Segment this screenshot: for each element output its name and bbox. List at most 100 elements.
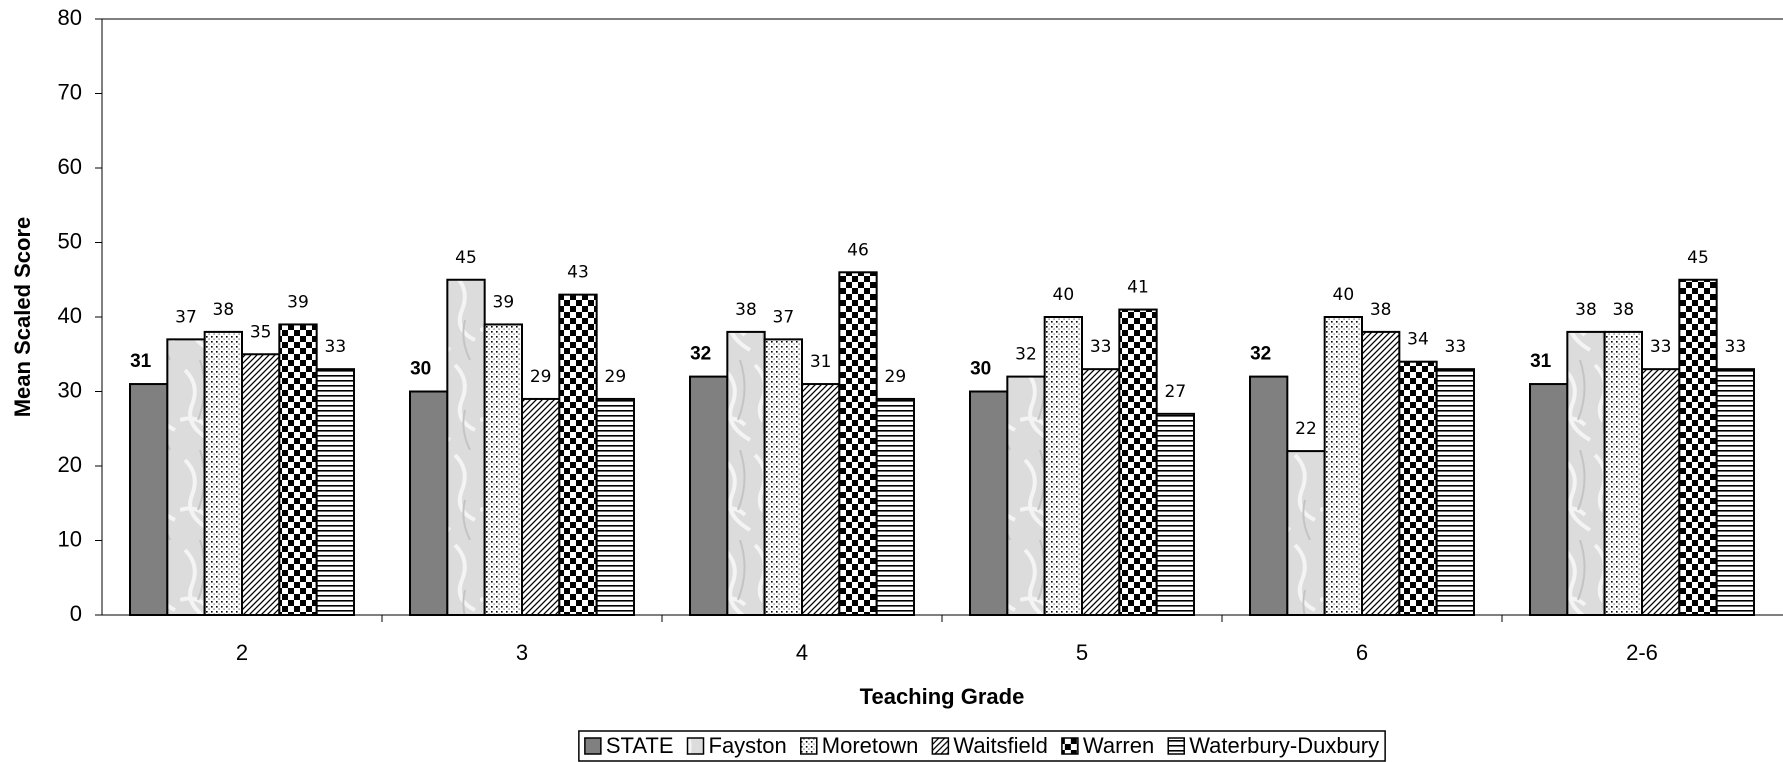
legend-swatch <box>584 737 602 755</box>
bar <box>1043 316 1083 616</box>
data-label: 37 <box>175 307 197 327</box>
bar <box>1566 330 1606 616</box>
data-label: 40 <box>1333 285 1355 305</box>
y-tick-label: 40 <box>58 303 82 328</box>
data-label: 30 <box>410 359 431 380</box>
bar <box>521 397 561 617</box>
x-axis-title: Teaching Grade <box>860 684 1025 709</box>
data-label: 38 <box>1613 300 1635 320</box>
data-label: 34 <box>1407 330 1429 350</box>
legend: STATE Fayston Moretown Waitsfield Warren Wate… <box>578 730 1386 762</box>
legend-swatch <box>686 737 705 755</box>
bar <box>875 397 916 617</box>
data-label: 31 <box>810 352 832 372</box>
bar <box>409 390 449 616</box>
bar <box>1286 450 1326 616</box>
legend-label: Fayston <box>709 733 787 758</box>
data-label: 39 <box>493 292 515 312</box>
bar <box>1678 278 1718 616</box>
bar <box>558 293 598 616</box>
data-label: 22 <box>1295 419 1317 439</box>
bar <box>1398 360 1438 617</box>
data-label: 29 <box>530 367 552 387</box>
y-tick-label: 30 <box>58 377 82 402</box>
data-label: 45 <box>455 248 477 268</box>
y-tick-label: 60 <box>58 154 82 179</box>
bar <box>1603 330 1643 616</box>
legend-label: Moretown <box>822 733 919 758</box>
data-label: 31 <box>1530 351 1552 372</box>
y-tick-label: 80 <box>58 5 82 30</box>
bar <box>203 330 244 616</box>
data-label: 33 <box>1650 337 1672 357</box>
legend-box <box>578 730 1386 762</box>
bar <box>1081 368 1121 616</box>
legend-label: Warren <box>1083 733 1154 758</box>
bar <box>1435 368 1475 616</box>
data-label: 33 <box>1090 337 1112 357</box>
x-tick-label: 5 <box>1076 640 1088 665</box>
bar <box>1118 308 1158 616</box>
data-label: 43 <box>567 263 589 283</box>
bar <box>763 338 804 616</box>
data-label: 29 <box>605 367 627 387</box>
legend-swatch <box>1167 737 1185 755</box>
bar <box>838 271 878 616</box>
bar <box>595 397 636 617</box>
bar <box>1715 368 1755 616</box>
x-tick-label: 3 <box>516 640 528 665</box>
data-label: 30 <box>970 359 991 380</box>
bar <box>241 353 281 616</box>
data-label: 38 <box>1370 300 1392 320</box>
bar <box>726 330 766 616</box>
y-tick-label: 10 <box>58 526 82 551</box>
data-label: 31 <box>130 351 152 372</box>
data-label: 40 <box>1053 285 1075 305</box>
legend-swatch <box>1061 737 1079 755</box>
bar <box>801 383 841 616</box>
y-tick-label: 70 <box>58 79 82 104</box>
data-label: 32 <box>690 344 711 365</box>
y-tick-label: 50 <box>58 228 82 253</box>
y-tick-label: 0 <box>70 601 82 626</box>
bar <box>315 368 355 616</box>
data-label: 46 <box>847 240 869 260</box>
x-tick-label: 2-6 <box>1626 640 1658 665</box>
x-tick-label: 6 <box>1356 640 1368 665</box>
y-axis-title: Mean Scaled Score <box>10 217 35 418</box>
bar <box>483 323 523 616</box>
legend-swatch <box>931 737 950 755</box>
x-tick-label: 2 <box>236 640 248 665</box>
data-label: 38 <box>213 300 235 320</box>
x-tick-label: 4 <box>796 640 808 665</box>
data-label: 39 <box>287 292 309 312</box>
bar <box>129 383 169 616</box>
data-label: 35 <box>250 322 272 342</box>
data-label: 38 <box>735 300 757 320</box>
legend-swatch <box>800 737 818 755</box>
bar <box>166 338 206 616</box>
bar <box>969 390 1009 616</box>
data-label: 27 <box>1165 382 1187 402</box>
bar <box>1155 412 1195 616</box>
bar <box>1361 330 1401 616</box>
data-label: 33 <box>1725 337 1747 357</box>
bar <box>1006 375 1046 616</box>
bar <box>689 375 729 616</box>
bar <box>278 323 318 616</box>
legend-label: STATE <box>606 733 674 758</box>
legend-label: Waitsfield <box>953 733 1048 758</box>
data-label: 33 <box>325 337 347 357</box>
bar <box>1641 368 1681 616</box>
y-tick-label: 20 <box>58 452 82 477</box>
data-label: 29 <box>885 367 907 387</box>
bar <box>1529 383 1569 616</box>
data-label: 41 <box>1127 278 1149 298</box>
data-label: 33 <box>1445 337 1467 357</box>
legend-label: Waterbury-Duxbury <box>1189 733 1379 758</box>
data-label: 32 <box>1015 345 1037 365</box>
data-label: 32 <box>1250 344 1271 365</box>
bar <box>1323 316 1363 616</box>
data-label: 38 <box>1575 300 1597 320</box>
bar <box>446 278 486 616</box>
